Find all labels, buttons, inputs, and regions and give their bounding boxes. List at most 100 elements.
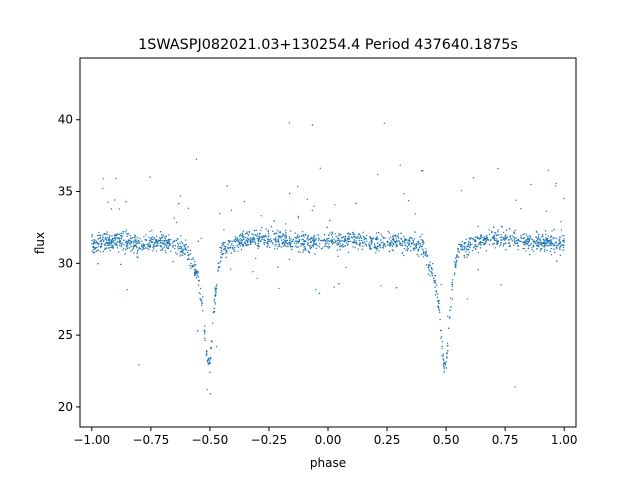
data-point xyxy=(242,245,245,247)
data-point xyxy=(156,241,159,243)
data-point xyxy=(237,250,239,252)
data-point xyxy=(384,237,386,239)
data-point xyxy=(119,244,121,247)
data-point xyxy=(445,361,448,363)
data-point xyxy=(483,237,485,239)
data-point xyxy=(95,239,97,242)
data-point xyxy=(237,246,240,249)
data-point xyxy=(116,233,118,235)
data-point xyxy=(550,239,552,241)
data-point xyxy=(103,243,106,246)
data-point xyxy=(279,231,282,233)
data-point xyxy=(183,249,185,251)
data-point xyxy=(160,249,162,251)
data-point xyxy=(195,270,197,272)
data-point xyxy=(214,295,216,297)
data-point xyxy=(102,187,104,190)
data-point xyxy=(149,244,152,247)
data-point xyxy=(131,237,134,239)
data-point xyxy=(239,245,241,247)
data-point xyxy=(340,245,342,247)
data-point xyxy=(465,251,467,253)
data-point xyxy=(457,256,460,258)
data-point xyxy=(369,236,371,238)
data-point xyxy=(229,268,232,270)
data-point xyxy=(301,238,303,241)
data-point xyxy=(126,235,128,237)
data-point xyxy=(446,345,449,347)
data-point xyxy=(148,236,150,239)
data-point xyxy=(155,240,157,242)
data-point xyxy=(431,272,434,275)
data-point xyxy=(428,263,430,266)
data-point xyxy=(186,251,189,254)
data-point xyxy=(103,239,105,241)
data-point xyxy=(427,265,429,267)
data-point xyxy=(216,284,218,286)
data-point xyxy=(504,236,507,238)
data-point xyxy=(285,234,287,236)
data-point xyxy=(229,247,231,249)
data-point xyxy=(318,238,320,240)
data-point xyxy=(224,242,226,244)
data-point xyxy=(243,200,246,203)
data-point xyxy=(254,243,257,245)
data-point xyxy=(289,239,291,242)
data-point xyxy=(337,239,339,241)
data-point xyxy=(280,237,282,239)
data-point xyxy=(544,242,547,244)
data-point xyxy=(332,242,335,244)
data-point xyxy=(183,245,185,248)
data-point xyxy=(331,240,333,243)
data-point xyxy=(382,245,385,247)
y-tick-label: 35 xyxy=(58,185,73,199)
data-point xyxy=(422,240,424,242)
data-point xyxy=(311,245,313,247)
data-point xyxy=(380,239,382,241)
data-point xyxy=(412,248,415,250)
data-point xyxy=(166,239,168,242)
data-point xyxy=(193,263,195,265)
data-point xyxy=(347,239,349,241)
data-point xyxy=(112,246,114,248)
data-point xyxy=(560,244,563,246)
data-point xyxy=(207,362,210,365)
data-point xyxy=(107,244,110,246)
data-point xyxy=(180,246,183,248)
data-point xyxy=(444,362,446,365)
data-point xyxy=(231,243,233,245)
data-point xyxy=(539,250,542,252)
data-point xyxy=(540,244,543,246)
data-point xyxy=(387,240,389,242)
data-point xyxy=(110,241,113,243)
data-point xyxy=(541,235,544,237)
data-point xyxy=(511,237,513,240)
data-point xyxy=(460,248,463,251)
data-point xyxy=(483,236,485,238)
data-point xyxy=(368,242,370,244)
data-point xyxy=(441,341,443,343)
data-point xyxy=(306,198,309,201)
data-point xyxy=(221,242,223,245)
data-point xyxy=(433,280,435,282)
data-point xyxy=(359,236,361,238)
data-point xyxy=(292,238,294,241)
data-point xyxy=(454,265,456,268)
data-point xyxy=(114,235,116,237)
data-point xyxy=(141,244,143,246)
data-point xyxy=(548,244,550,247)
data-point xyxy=(389,245,391,247)
data-point xyxy=(318,240,320,242)
data-point xyxy=(209,371,211,373)
data-point xyxy=(355,237,357,239)
data-point xyxy=(522,247,524,250)
data-point xyxy=(206,350,208,352)
data-point xyxy=(175,239,178,242)
data-point xyxy=(471,243,473,245)
data-point xyxy=(149,230,151,233)
data-point xyxy=(277,230,279,232)
data-point xyxy=(559,242,562,244)
x-tick-label: 0.25 xyxy=(374,433,401,447)
data-point xyxy=(279,245,281,248)
data-point xyxy=(114,244,116,246)
